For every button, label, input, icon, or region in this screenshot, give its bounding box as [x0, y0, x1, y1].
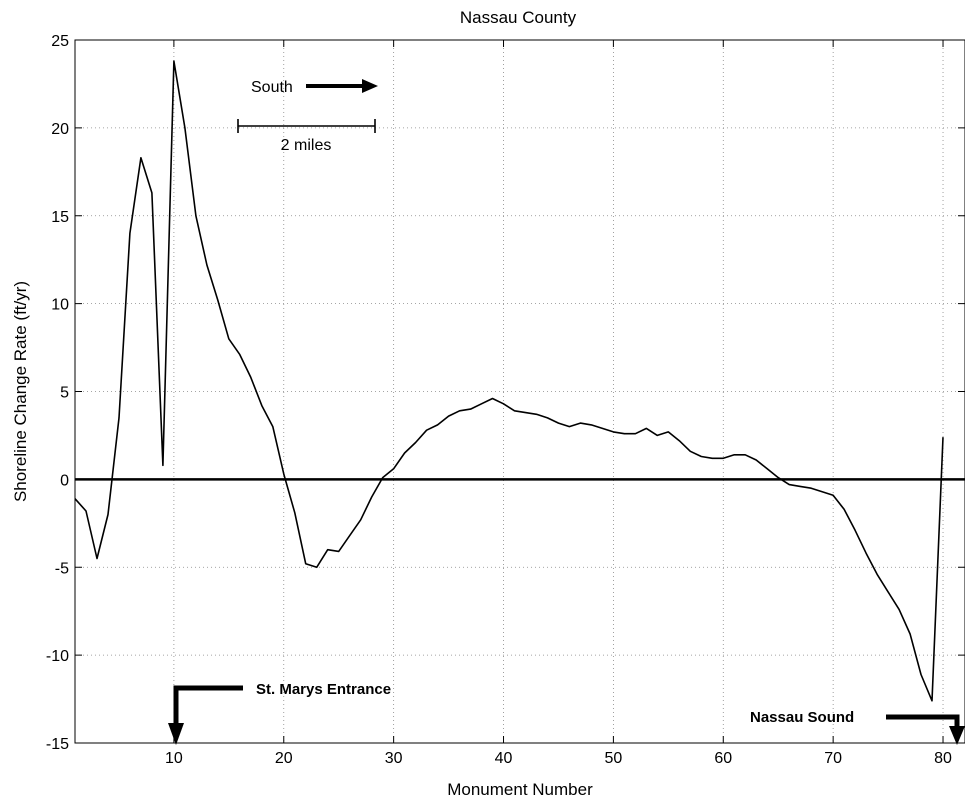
- y-tick-label: 25: [51, 33, 69, 50]
- y-tick-label: -10: [46, 648, 69, 665]
- direction-arrow-head: [362, 79, 378, 93]
- axis-ticks: 10 20 30 40 50 60 70 80 -15 -10 -5 0 5 10 15 20 25: [46, 33, 965, 767]
- annotations: South 2 miles St. Marys Entrance Nassau …: [168, 79, 965, 745]
- x-tick-label: 70: [824, 750, 842, 767]
- inlet1-arrow-head: [168, 723, 184, 745]
- x-tick-label: 10: [165, 750, 183, 767]
- x-tick-label: 20: [275, 750, 293, 767]
- x-tick-label: 50: [604, 750, 622, 767]
- inlet1-arrow-shaft: [173, 685, 243, 727]
- scale-label: 2 miles: [281, 137, 332, 154]
- x-tick-label: 60: [714, 750, 732, 767]
- y-tick-label: -5: [55, 560, 69, 577]
- y-tick-label: 10: [51, 297, 69, 314]
- y-tick-label: 5: [60, 385, 69, 402]
- grid-lines: [75, 39, 965, 744]
- x-axis-label: Monument Number: [447, 780, 593, 799]
- y-tick-label: -15: [46, 736, 69, 753]
- x-tick-label: 30: [385, 750, 403, 767]
- y-tick-label: 0: [60, 472, 69, 489]
- direction-label: South: [251, 79, 293, 96]
- inlet2-arrow-head: [949, 726, 965, 745]
- y-tick-label: 15: [51, 209, 69, 226]
- y-tick-label: 20: [51, 121, 69, 138]
- y-axis-label: Shoreline Change Rate (ft/yr): [11, 281, 30, 502]
- chart-title: Nassau County: [460, 8, 577, 27]
- series-line: [74, 60, 944, 702]
- inlet2-arrow-shaft: [886, 714, 960, 729]
- inlet2-label: Nassau Sound: [750, 709, 854, 726]
- x-tick-label: 40: [495, 750, 513, 767]
- x-tick-label: 80: [934, 750, 952, 767]
- inlet1-label: St. Marys Entrance: [256, 681, 391, 698]
